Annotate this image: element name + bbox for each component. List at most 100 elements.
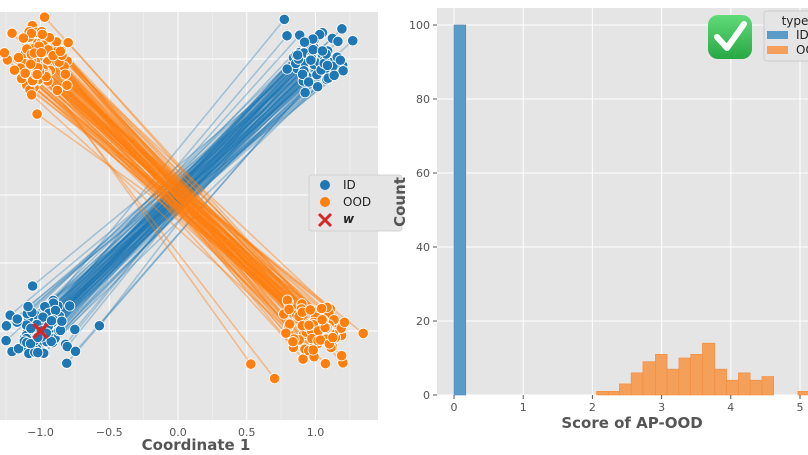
ood-bar — [690, 353, 703, 396]
ood-pair-line — [39, 52, 290, 327]
id-point — [296, 68, 309, 80]
id-pair-line — [74, 57, 305, 330]
ood-pair-line — [61, 54, 313, 340]
id-point — [26, 280, 39, 292]
y-tick-label: 60 — [416, 167, 430, 180]
id-pair-line — [35, 63, 311, 340]
id-pair-line — [52, 55, 313, 321]
ood-pair-line — [67, 42, 322, 328]
id-pair-line — [30, 58, 299, 329]
ood-point — [307, 344, 319, 356]
id-pair-line — [37, 68, 322, 343]
id-pair-line — [35, 57, 295, 349]
id-pair-line — [50, 39, 315, 326]
legend-w-marker — [317, 212, 333, 228]
id-point — [321, 59, 334, 72]
id-pair-line — [34, 73, 304, 353]
ood-pair-line — [29, 89, 342, 329]
ood-bar — [726, 379, 739, 396]
id-pair-line — [42, 57, 313, 318]
id-point — [22, 300, 34, 313]
id-pair-line — [11, 67, 321, 353]
id-pair-line — [47, 35, 288, 320]
ood-pair-line — [26, 84, 289, 303]
id-pair-line — [40, 63, 306, 326]
id-pair-line — [37, 50, 324, 338]
x-tick-label: 0.5 — [238, 426, 256, 439]
ood-pair-line — [36, 54, 287, 334]
id-point — [93, 320, 105, 332]
id-pair-line — [23, 74, 335, 342]
id-pair-line — [23, 78, 328, 339]
id-pair-line — [49, 28, 343, 309]
ood-pair-line — [66, 84, 319, 343]
ood-point — [319, 358, 332, 370]
id-point — [11, 313, 23, 325]
id-pair-line — [98, 58, 305, 327]
ood-pair-line — [47, 80, 328, 331]
id-pair-line — [54, 80, 304, 316]
legend-w-label: w — [343, 212, 355, 226]
id-pair-line — [40, 34, 301, 324]
ood-point — [336, 350, 348, 362]
id-point — [328, 69, 340, 81]
legend-id-label: ID — [796, 28, 808, 42]
id-point — [0, 334, 12, 347]
ood-point — [36, 28, 48, 40]
ood-point — [31, 108, 43, 120]
ood-pair-line — [37, 55, 330, 314]
ood-point — [6, 27, 18, 39]
id-pair-line — [54, 63, 305, 311]
ood-pair-line — [41, 31, 320, 332]
id-pair-line — [43, 58, 302, 354]
id-pair-line — [30, 91, 306, 345]
y-axis-label: Count — [391, 177, 409, 227]
id-pair-line — [64, 57, 300, 345]
id-point — [347, 35, 359, 47]
y-tick-label: 80 — [416, 93, 430, 106]
id-pair-line — [47, 66, 320, 330]
id-point — [332, 35, 344, 48]
legend-id-marker — [320, 180, 330, 190]
ood-pair-line — [35, 42, 320, 342]
ood-pair-line — [63, 65, 334, 335]
id-pair-line — [28, 62, 321, 355]
ood-pair-line — [39, 69, 294, 348]
id-pair-line — [54, 62, 325, 339]
ood-pair-line — [40, 52, 323, 321]
id-point — [337, 65, 349, 77]
ood-pair-line — [45, 74, 328, 308]
ood-pair-line — [3, 52, 303, 313]
id-pair-line — [58, 57, 316, 317]
ood-pair-line — [27, 63, 321, 315]
ood-pair-line — [37, 51, 314, 341]
ood-pair-line — [33, 50, 323, 315]
ood-pair-line — [21, 77, 336, 324]
x-tick-label: 5 — [797, 401, 804, 414]
id-pair-line — [41, 61, 319, 325]
ood-pair-line — [30, 54, 310, 352]
ood-bar — [678, 357, 691, 396]
ood-pair-line — [36, 80, 310, 327]
id-pair-line — [40, 68, 288, 338]
id-point — [281, 30, 293, 42]
ood-pair-line — [22, 60, 326, 328]
ood-bar — [749, 379, 763, 396]
y-tick-label: 40 — [416, 241, 430, 254]
ood-pair-line — [32, 80, 317, 320]
id-pair-line — [50, 70, 326, 326]
y-tick-label: 20 — [416, 315, 430, 328]
id-pair-line — [34, 47, 313, 315]
ood-pair-line — [45, 51, 295, 340]
ood-pair-line — [49, 69, 320, 342]
ood-bar — [655, 353, 668, 396]
id-pair-line — [36, 41, 306, 326]
ood-pair-line — [33, 52, 330, 345]
ood-point — [303, 319, 315, 331]
ood-bar — [666, 368, 680, 396]
ood-pair-line — [43, 69, 317, 328]
ood-pair-line — [19, 67, 315, 349]
ood-pair-line — [37, 78, 335, 321]
ood-point — [280, 327, 292, 339]
ood-point — [304, 304, 316, 316]
